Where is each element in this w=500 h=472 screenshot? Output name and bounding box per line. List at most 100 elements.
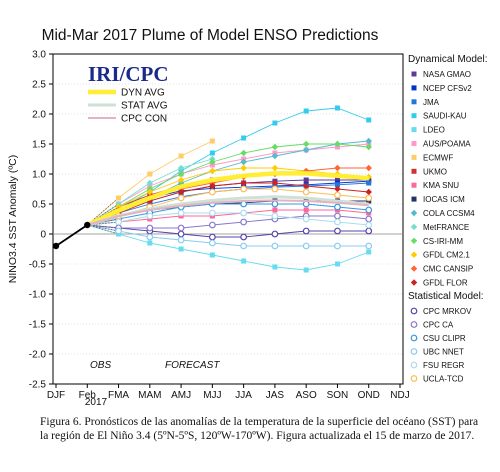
data-point — [366, 180, 372, 186]
legend-label: UKMO — [423, 167, 447, 176]
series-cpc-ca — [87, 212, 373, 232]
data-point — [302, 182, 310, 190]
data-point — [302, 227, 310, 235]
legend-label: JMA — [423, 98, 440, 107]
plot-area: -2.5-2.0-1.5-1.0-0.500.51.01.52.02.53.0 … — [29, 50, 410, 402]
data-point — [116, 195, 122, 201]
legend-label: UCLA-TCD — [423, 375, 464, 384]
series-line — [87, 182, 369, 226]
data-point — [146, 224, 154, 232]
enso-plume-chart: Mid-Mar 2017 Plume of Model ENSO Predict… — [7, 27, 487, 408]
data-point — [115, 227, 122, 235]
data-point — [271, 242, 279, 250]
data-point — [365, 188, 372, 196]
data-point — [271, 164, 279, 172]
data-point — [115, 218, 122, 226]
data-point — [365, 215, 373, 223]
legend-label: SAUDI-KAU — [423, 112, 467, 121]
y-axis: -2.5 -2.0 -1.5 -1.0 -0.5 0 0.5 1.0 1.5 2.0 2.5 3.0 — [29, 50, 53, 391]
observed-line — [55, 224, 88, 247]
data-point — [240, 185, 248, 193]
data-point — [302, 140, 310, 148]
data-point — [334, 177, 340, 183]
data-point — [271, 200, 279, 208]
data-point — [209, 167, 216, 175]
series-line — [87, 143, 369, 226]
observed-point — [84, 221, 91, 229]
average-legend: DYN AVG STAT AVG CPC CON — [88, 88, 168, 125]
data-point — [365, 143, 372, 151]
y-tick-label: -1.5 — [29, 320, 47, 331]
data-point — [302, 242, 310, 250]
y-tick-label: 1.0 — [32, 170, 46, 181]
data-point — [240, 242, 248, 250]
legend-marker — [410, 348, 418, 355]
data-point — [177, 188, 185, 196]
data-point — [177, 236, 185, 244]
data-point — [177, 170, 185, 178]
data-point — [334, 227, 341, 235]
x-tick-label: DJF — [47, 390, 65, 401]
legend-marker — [410, 237, 418, 244]
legend-label: GFDL FLOR — [423, 279, 468, 288]
data-point — [209, 252, 215, 258]
data-point — [146, 188, 154, 196]
series-line — [87, 224, 369, 247]
data-point — [365, 221, 373, 229]
data-point — [334, 185, 341, 193]
obs-label: OBS — [90, 360, 111, 371]
legend-label: KMA SNU — [423, 181, 459, 190]
data-point — [146, 233, 154, 241]
data-point — [177, 164, 185, 172]
x-tick-label: FMA — [108, 390, 129, 401]
data-point — [271, 230, 279, 238]
data-point — [177, 230, 185, 238]
y-tick-label: 2.0 — [32, 110, 46, 121]
data-point — [271, 143, 279, 151]
data-point — [241, 135, 247, 141]
x-tick-label: NDJ — [390, 390, 409, 401]
data-point — [240, 209, 248, 217]
legend-statistical: CPC MRKOV CPC CA CSU CLIPR UBC NNET FSU REGR… — [410, 307, 472, 384]
legend-marker — [410, 279, 418, 286]
data-point — [240, 164, 247, 172]
data-point — [147, 171, 153, 177]
data-point — [271, 152, 279, 160]
legend-marker — [411, 71, 417, 77]
data-point — [209, 182, 216, 190]
data-point — [303, 108, 309, 114]
x-tick-label: ASO — [296, 390, 317, 401]
data-point — [334, 218, 341, 226]
data-point — [177, 176, 185, 184]
legend-marker — [410, 307, 418, 315]
x-tick-label: SON — [327, 390, 349, 401]
data-point — [366, 117, 372, 123]
legend-label: ECMWF — [423, 153, 453, 162]
legend-marker — [410, 334, 418, 342]
legend-marker — [411, 113, 417, 119]
avg-line-cpc-con — [86, 199, 369, 226]
observed-layer — [52, 221, 91, 250]
data-point — [208, 239, 216, 247]
series-line — [87, 212, 369, 226]
y-tick-label: -2.5 — [29, 380, 47, 391]
legend-dynamical-title: Dynamical Model: — [408, 54, 487, 65]
legend-marker — [410, 361, 418, 369]
legend-marker — [411, 182, 417, 188]
data-point — [334, 182, 340, 188]
y-tick-label: -2.0 — [29, 350, 47, 361]
legend-marker — [410, 375, 418, 382]
data-point — [146, 212, 154, 220]
forecast-label: FORECAST — [165, 360, 220, 371]
x-tick-label: AMJ — [171, 390, 191, 401]
data-point — [302, 146, 310, 154]
data-point — [365, 242, 373, 250]
data-point — [334, 261, 340, 267]
legend-label: AUS/POAMA — [423, 140, 471, 149]
data-point — [334, 203, 341, 211]
legend-statistical-title: Statistical Model: — [408, 291, 484, 302]
data-point — [302, 215, 310, 223]
x-tick-label: JJA — [235, 390, 252, 401]
y-tick-label: 3.0 — [32, 50, 46, 61]
legend-dynamical: NASA GMAO NCEP CFSv2 JMA SAUDI-KAU LDEO AUS/P… — [410, 70, 475, 288]
